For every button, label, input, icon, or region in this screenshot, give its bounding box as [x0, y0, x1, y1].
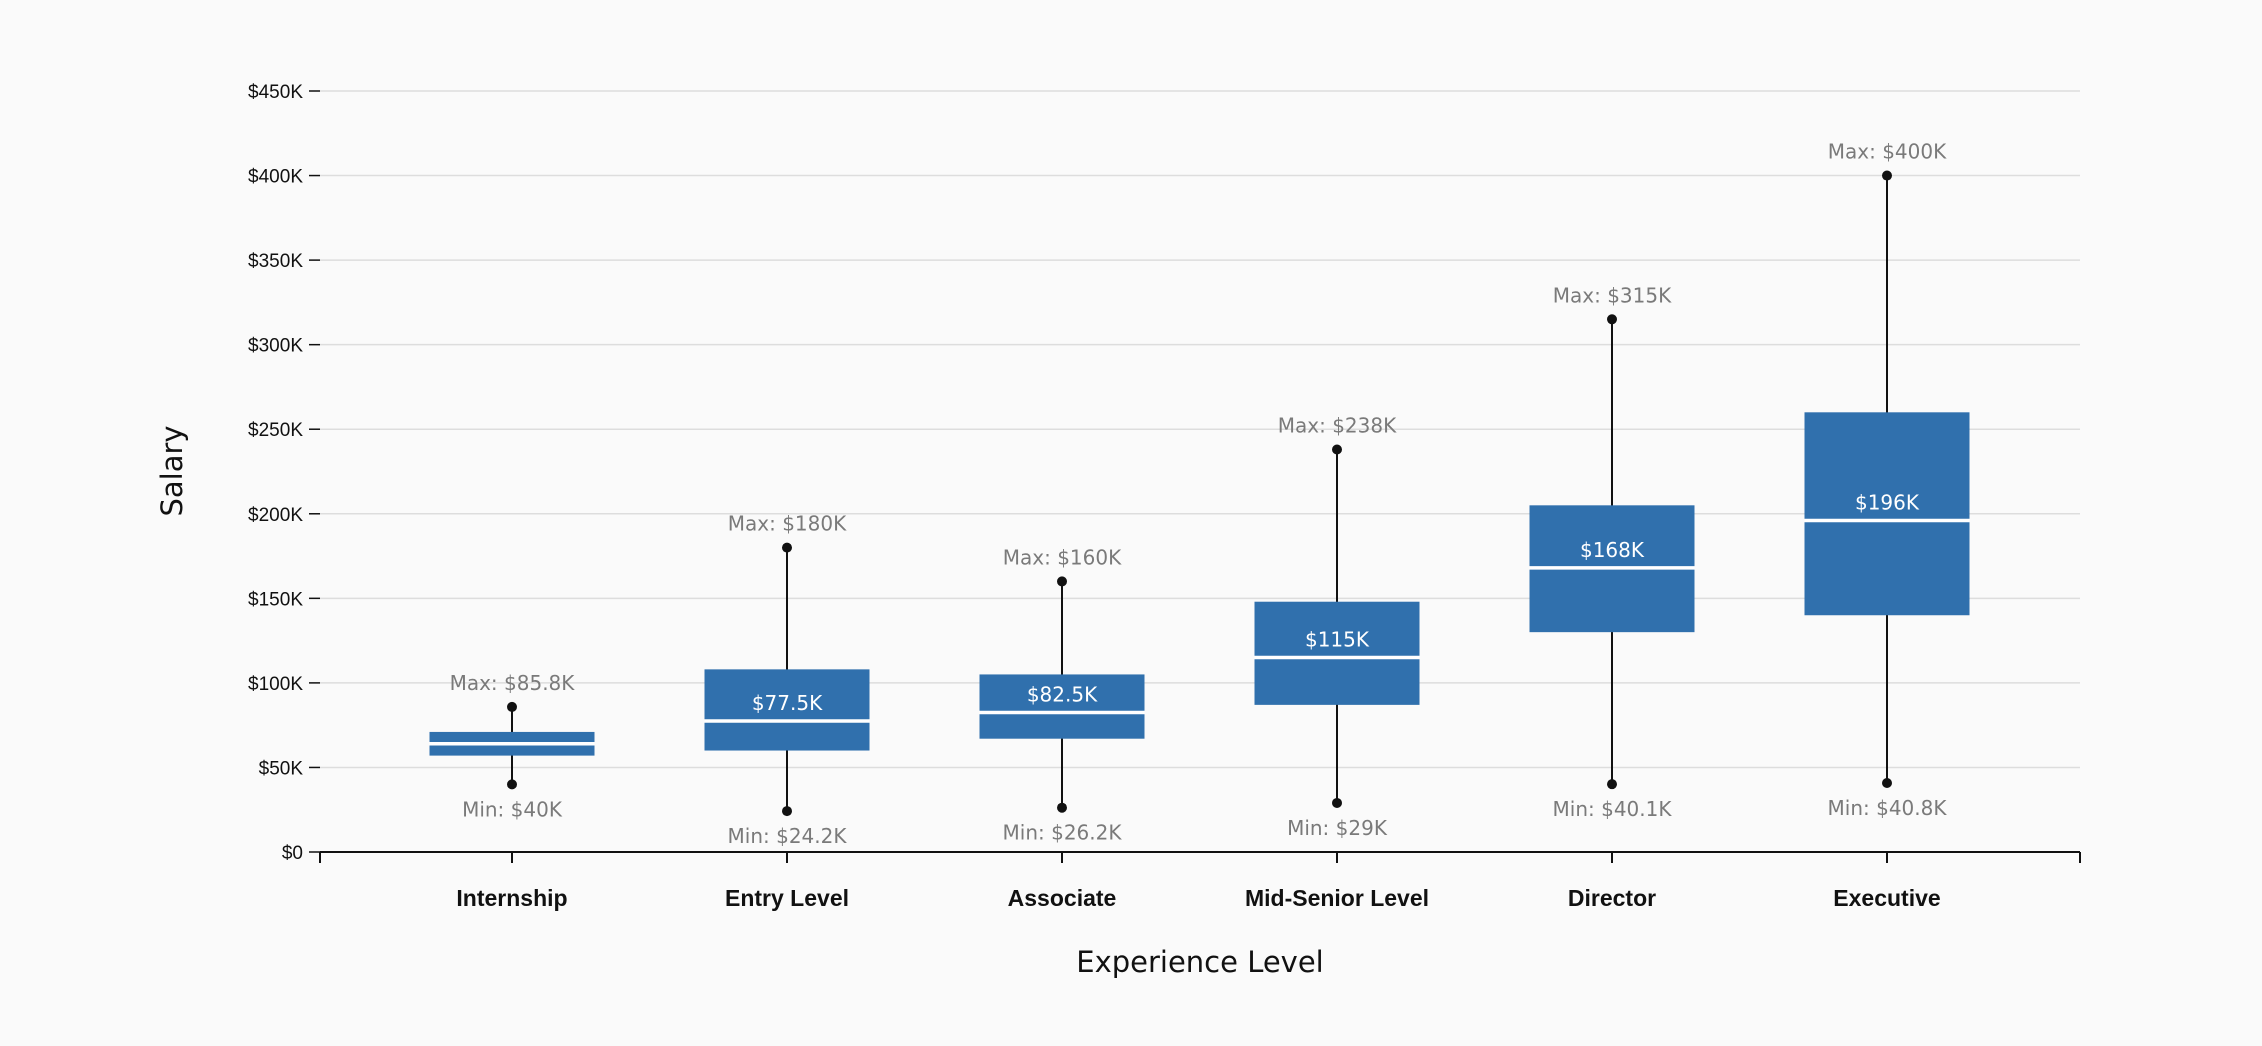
box-group: $82.5K Max: $160K Min: $26.2K — [979, 545, 1145, 845]
y-tick-label: $100K — [248, 674, 303, 695]
min-point — [1607, 779, 1617, 790]
min-point — [1057, 802, 1067, 813]
min-label: Min: $40.1K — [1553, 797, 1673, 821]
median-label: $82.5K — [1027, 682, 1098, 706]
median-label: $196K — [1855, 491, 1920, 515]
max-point — [1607, 314, 1617, 325]
max-point — [507, 701, 517, 712]
min-point — [1882, 778, 1892, 789]
min-point — [1332, 797, 1342, 808]
max-label: Max: $180K — [728, 512, 847, 536]
y-axis-title: Salary — [155, 425, 189, 516]
x-tick-label: Director — [1568, 885, 1656, 911]
y-tick-label: $200K — [248, 505, 303, 526]
median-label: $115K — [1305, 628, 1370, 652]
median-label: $168K — [1580, 538, 1645, 562]
iqr-box — [1804, 412, 1970, 616]
min-label: Min: $40K — [462, 797, 563, 821]
x-tick-label: Mid-Senior Level — [1245, 885, 1429, 911]
max-label: Max: $238K — [1278, 414, 1397, 438]
min-label: Min: $24.2K — [728, 824, 848, 848]
median-label: $77.5K — [752, 691, 823, 715]
max-label: Max: $400K — [1828, 140, 1947, 164]
min-label: Min: $29K — [1287, 816, 1388, 840]
max-point — [782, 542, 792, 553]
box-group: $168K Max: $315K Min: $40.1K — [1529, 283, 1695, 821]
y-tick-label: $150K — [248, 589, 303, 610]
y-tick-label: $250K — [248, 420, 303, 441]
boxes: Max: $85.8K Min: $40K $77.5K Max: $180K Min:… — [429, 140, 1970, 848]
max-point — [1882, 170, 1892, 181]
max-label: Max: $315K — [1553, 283, 1672, 307]
y-tick-label: $350K — [248, 251, 303, 272]
y-tick-label: $50K — [259, 758, 304, 779]
y-tick-label: $0 — [282, 843, 303, 864]
grid-lines — [320, 90, 2080, 769]
max-point — [1057, 576, 1067, 587]
max-label: Max: $85.8K — [450, 671, 576, 695]
iqr-box — [979, 674, 1145, 739]
iqr-box — [1254, 601, 1420, 705]
min-point — [782, 806, 792, 817]
box-group: $115K Max: $238K Min: $29K — [1254, 414, 1420, 840]
x-tick-label: Executive — [1833, 885, 1940, 911]
x-axis-title: Experience Level — [1076, 945, 1324, 979]
max-point — [1332, 444, 1342, 455]
x-tick-label: Internship — [456, 885, 567, 911]
min-point — [507, 779, 517, 790]
iqr-box — [704, 669, 870, 751]
min-label: Min: $40.8K — [1828, 796, 1948, 820]
axes: $0 $50K $100K $150K $200K $250K $300K $350K $400… — [248, 82, 2081, 911]
box-group: $77.5K Max: $180K Min: $24.2K — [704, 512, 870, 848]
max-label: Max: $160K — [1003, 545, 1122, 569]
box-group: Max: $85.8K Min: $40K — [429, 671, 595, 821]
box-group: $196K Max: $400K Min: $40.8K — [1804, 140, 1970, 820]
x-tick-label: Associate — [1008, 885, 1117, 911]
y-tick-label: $400K — [248, 167, 303, 188]
min-label: Min: $26.2K — [1003, 821, 1123, 845]
y-tick-label: $450K — [248, 82, 303, 103]
y-tick-label: $300K — [248, 336, 303, 357]
x-tick-label: Entry Level — [725, 885, 849, 911]
